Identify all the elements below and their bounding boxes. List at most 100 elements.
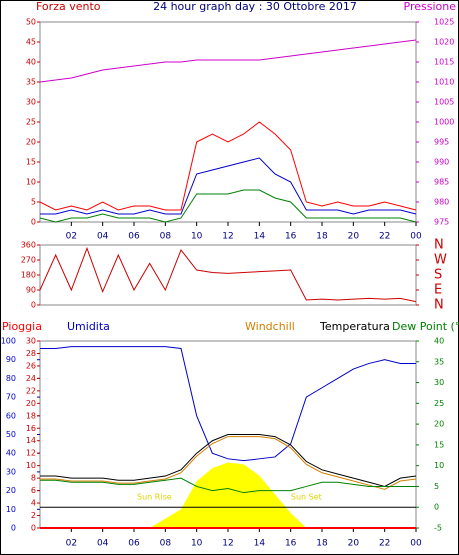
- annotation: Sun Set: [291, 493, 322, 502]
- tick-label: 8: [31, 474, 36, 483]
- x-tick-label: 10: [191, 232, 203, 242]
- tick-label: 30: [26, 337, 36, 346]
- x-tick-label: 08: [160, 232, 172, 242]
- tick-label: 40: [434, 337, 444, 346]
- tick-label: 26: [26, 361, 36, 370]
- x-tick-label: 16: [285, 232, 297, 242]
- x-tick-label: 02: [66, 539, 77, 549]
- tick-label: 1005: [434, 98, 454, 107]
- x-tick-label: 08: [160, 539, 172, 549]
- x-tick-label: 20: [348, 232, 360, 242]
- chart-title: 24 hour graph day : 30 Ottobre 2017: [153, 0, 357, 13]
- x-tick-label: 04: [97, 539, 109, 549]
- x-tick-label: 00: [410, 539, 422, 549]
- x-tick-label: 18: [316, 232, 328, 242]
- tick-label: 28: [26, 349, 36, 358]
- x-tick-label: 14: [254, 539, 266, 549]
- tick-label: 5: [31, 198, 36, 207]
- tick-label: 20: [26, 399, 36, 408]
- plot-area: [39, 21, 417, 223]
- tick-label: 2: [31, 511, 36, 520]
- tick-label: 20: [26, 138, 36, 147]
- legend-label: Temperatura: [319, 320, 390, 333]
- line: [40, 477, 416, 494]
- legend-label: Umidita: [67, 320, 110, 333]
- tick-label: 22: [26, 386, 36, 395]
- tick-label: 0: [434, 503, 439, 512]
- line: [39, 121, 417, 211]
- tick-label: 1010: [434, 78, 454, 87]
- tick-label: 10: [26, 178, 36, 187]
- tick-label: 0: [31, 301, 36, 310]
- line: [40, 434, 417, 487]
- x-tick-label: 20: [348, 539, 360, 549]
- tick-label: 30: [434, 378, 444, 387]
- tick-label: 6: [31, 486, 36, 495]
- area: [40, 462, 416, 528]
- tick-label: 10: [26, 461, 36, 470]
- x-tick-label: 18: [316, 539, 328, 549]
- tick-label: 0: [31, 218, 36, 227]
- line: [39, 189, 417, 223]
- x-tick-label: 04: [97, 232, 109, 242]
- x-tick-label: 02: [66, 232, 77, 242]
- tick-label: 975: [434, 218, 449, 227]
- tick-label: 1025: [434, 18, 454, 27]
- legend-label: Dew Point (°C: [392, 320, 459, 333]
- tick-label: 1020: [434, 38, 454, 47]
- tick-label: 980: [434, 198, 449, 207]
- plot-area: [39, 244, 417, 306]
- tick-label: 80: [6, 374, 16, 383]
- tick-label: 270: [21, 256, 36, 265]
- line: [40, 346, 416, 462]
- tick-label: 1000: [434, 118, 454, 127]
- annotation: Sun Rise: [137, 493, 172, 502]
- line: [40, 436, 417, 490]
- tick-label: 50: [26, 18, 36, 27]
- tick-label: 24: [26, 374, 36, 383]
- tick-label: 70: [6, 393, 16, 402]
- tick-label: -5: [434, 524, 442, 533]
- x-tick-label: 12: [222, 232, 233, 242]
- tick-label: 90: [26, 286, 36, 295]
- tick-label: 14: [26, 436, 36, 445]
- y2-axis-label: Pressione: [404, 0, 457, 13]
- tick-label: 12: [26, 449, 36, 458]
- tick-label: N: [434, 298, 444, 313]
- tick-label: 10: [6, 505, 16, 514]
- tick-label: 18: [26, 411, 36, 420]
- tick-label: 45: [26, 38, 36, 47]
- tick-label: 180: [21, 271, 36, 280]
- tick-label: 90: [6, 355, 16, 364]
- tick-label: 20: [434, 420, 444, 429]
- line: [40, 157, 417, 215]
- tick-label: 0: [11, 524, 16, 533]
- tick-label: 10: [434, 461, 444, 470]
- legend-label: Pioggia: [2, 320, 42, 333]
- tick-label: 100: [1, 337, 16, 346]
- tick-label: 995: [434, 138, 449, 147]
- tick-label: 35: [434, 357, 444, 366]
- tick-label: 5: [434, 482, 439, 491]
- tick-label: 0: [31, 524, 36, 533]
- x-tick-label: 16: [285, 539, 297, 549]
- x-tick-label: 22: [379, 539, 390, 549]
- tick-label: 985: [434, 178, 449, 187]
- tick-label: 990: [434, 158, 449, 167]
- y-axis-label: Forza vento: [36, 0, 101, 13]
- tick-label: 360: [21, 241, 36, 250]
- x-tick-label: 22: [379, 232, 390, 242]
- tick-label: 4: [31, 499, 36, 508]
- tick-label: 40: [26, 58, 36, 67]
- tick-label: 60: [6, 411, 16, 420]
- tick-label: E: [434, 283, 442, 298]
- line: [39, 246, 417, 303]
- tick-label: 30: [26, 98, 36, 107]
- tick-label: N: [434, 238, 444, 253]
- tick-label: 25: [434, 399, 444, 408]
- tick-label: 15: [434, 440, 444, 449]
- tick-label: 35: [26, 78, 36, 87]
- line: [39, 39, 417, 83]
- tick-label: 20: [6, 486, 16, 495]
